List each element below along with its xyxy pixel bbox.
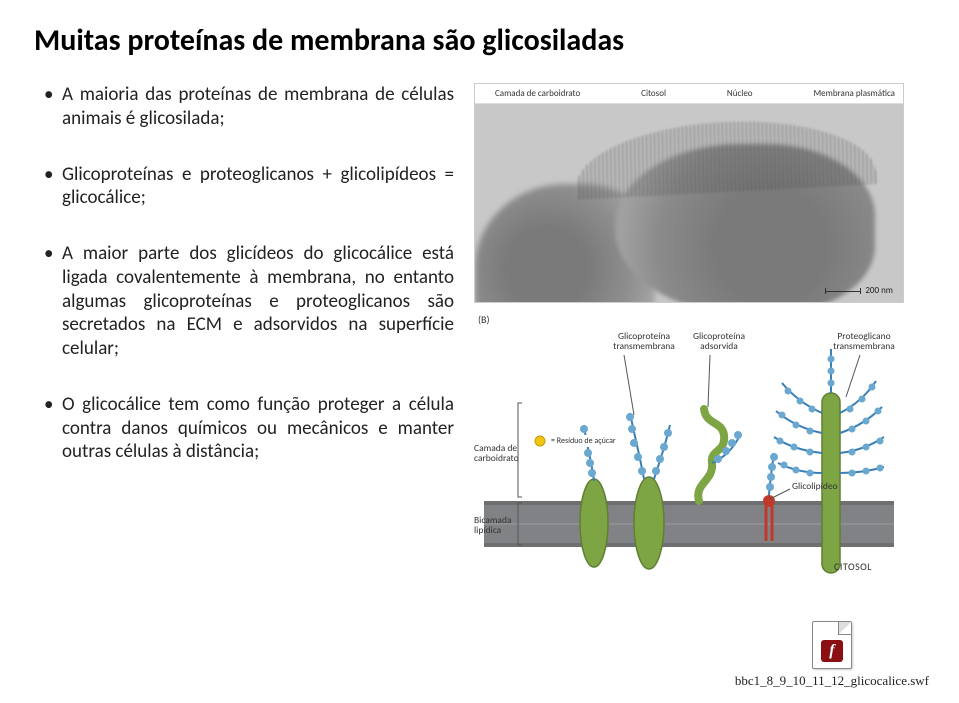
label-carb-layer-b: Camada decarboidrato: [474, 443, 520, 464]
page-title: Muitas proteínas de membrana são glicosi…: [34, 22, 925, 59]
bullet-4: O glicocálice tem como função proteger a…: [46, 393, 454, 464]
residue-legend: = Resíduo de açúcar: [548, 435, 619, 447]
label-citosol-b: CITOSOL: [834, 561, 872, 572]
label-glycolipid: Glicolipídeo: [792, 481, 838, 491]
residue-dot: [535, 436, 545, 446]
flash-file-name: bbc1_8_9_10_11_12_glicocalice.swf: [735, 673, 929, 689]
panel-a-labels: Camada de carboidrato Citosol Núcleo Mem…: [475, 84, 903, 104]
glycoprotein-adsorbed: [698, 409, 742, 501]
label-carb-layer: Camada de carboidrato: [495, 88, 580, 99]
bullet-3: A maior parte dos glicídeos do glicocáli…: [46, 242, 454, 361]
text-column: A maioria das proteínas de membrana de c…: [34, 83, 454, 613]
panel-a-scalebar: 200 nm: [825, 285, 893, 296]
panel-a: (A) Camada de carboidrato Citosol Núcleo…: [474, 83, 904, 303]
content-row: A maioria das proteínas de membrana de c…: [34, 83, 925, 613]
flash-file-icon[interactable]: f: [812, 621, 852, 669]
panel-b: (B): [474, 313, 904, 613]
bullet-1: A maioria das proteínas de membrana de c…: [46, 83, 454, 131]
label-bilayer: Bicamadalipídica: [474, 515, 520, 536]
label-citosol: Citosol: [641, 88, 666, 99]
label-nucleo: Núcleo: [727, 88, 753, 99]
figure-column: (A) Camada de carboidrato Citosol Núcleo…: [474, 83, 925, 613]
label-membrana: Membrana plasmática: [813, 88, 895, 99]
slide: Muitas proteínas de membrana são glicosi…: [0, 0, 959, 703]
scale-text: 200 nm: [865, 285, 893, 296]
label-glico-ads: Glicoproteínaadsorvida: [684, 331, 754, 352]
label-glico-trans: Glicoproteínatransmembrana: [604, 331, 684, 352]
bullet-2: Glicoproteínas e proteoglicanos + glicol…: [46, 163, 454, 211]
panel-a-micrograph: [475, 104, 903, 303]
label-proteo-trans: Proteoglicanotransmembrana: [824, 331, 904, 352]
footer-file: f bbc1_8_9_10_11_12_glicocalice.swf: [735, 621, 929, 689]
